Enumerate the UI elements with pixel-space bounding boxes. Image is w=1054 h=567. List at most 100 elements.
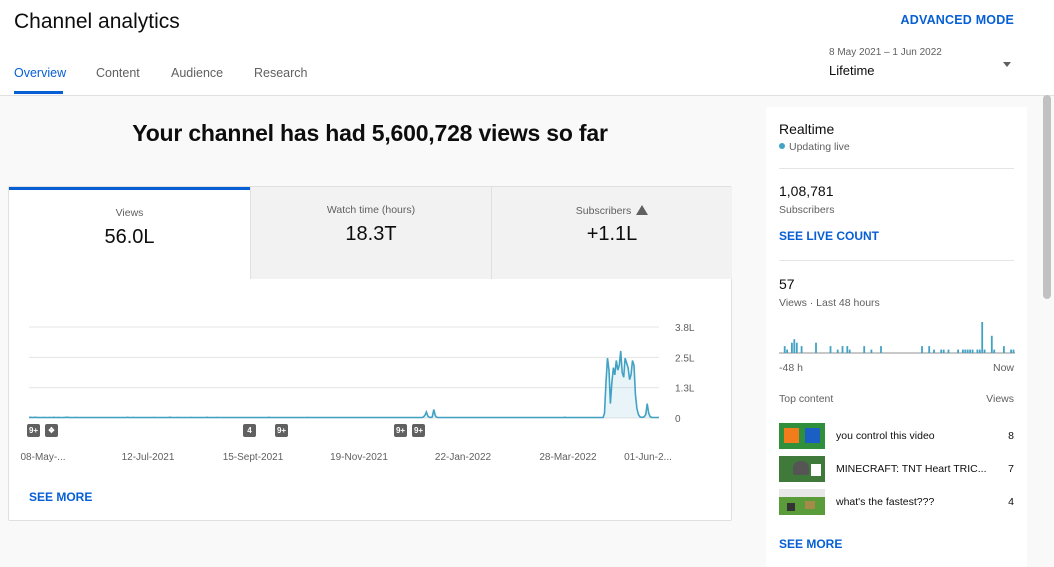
divider — [779, 168, 1014, 169]
tab-research[interactable]: Research — [254, 66, 308, 80]
realtime-bar[interactable] — [921, 346, 923, 353]
thumbnail-block — [787, 503, 795, 511]
advanced-mode-link[interactable]: ADVANCED MODE — [900, 13, 1014, 27]
realtime-bar[interactable] — [983, 349, 986, 353]
realtime-bar[interactable] — [795, 342, 798, 353]
realtime-bar[interactable] — [1010, 349, 1012, 353]
axis-start-label: -48 h — [779, 362, 803, 374]
shorts-icon[interactable]: ❖ — [45, 424, 58, 437]
subscriber-label: Subscribers — [779, 204, 835, 216]
live-status-text: Updating live — [789, 141, 850, 153]
page-header: Channel analytics ADVANCED MODE 8 May 20… — [0, 0, 1054, 96]
video-views: 4 — [1008, 496, 1014, 508]
event-badge[interactable]: 9+ — [412, 424, 425, 437]
realtime-bar[interactable] — [966, 349, 969, 353]
thumbnail-block — [805, 501, 815, 509]
realtime-bar[interactable] — [933, 349, 935, 353]
event-badge[interactable]: 9+ — [27, 424, 40, 437]
thumbnail-block — [805, 428, 820, 443]
realtime-bar[interactable] — [836, 349, 839, 353]
video-thumbnail[interactable] — [779, 423, 825, 449]
tab-content[interactable]: Content — [96, 66, 140, 80]
realtime-bar[interactable] — [940, 349, 943, 353]
y-tick-label: 0 — [675, 414, 681, 425]
metric-watch-time-tab[interactable]: Watch time (hours) 18.3T — [250, 187, 491, 279]
thumbnail-block — [784, 428, 799, 443]
see-live-count-button[interactable]: SEE LIVE COUNT — [779, 229, 880, 243]
see-more-button[interactable]: SEE MORE — [29, 490, 93, 504]
realtime-bar[interactable] — [786, 349, 788, 353]
warning-icon[interactable] — [636, 205, 649, 215]
realtime-bar[interactable] — [800, 346, 803, 353]
video-views: 8 — [1008, 430, 1014, 442]
realtime-bar[interactable] — [841, 346, 844, 353]
realtime-bar[interactable] — [957, 349, 959, 353]
realtime-bar[interactable] — [993, 349, 996, 353]
tab-overview[interactable]: Overview — [14, 66, 67, 80]
realtime-bar[interactable] — [947, 349, 950, 353]
realtime-bar[interactable] — [1003, 346, 1005, 353]
overview-chart-card: Views 56.0L Watch time (hours) 18.3T Sub… — [8, 186, 732, 521]
video-thumbnail[interactable] — [779, 489, 825, 515]
date-range-select[interactable]: Lifetime — [829, 63, 875, 78]
realtime-bar[interactable] — [942, 349, 945, 353]
realtime-bar[interactable] — [791, 342, 793, 353]
heart-icon — [793, 461, 809, 475]
realtime-bar[interactable] — [981, 322, 984, 353]
realtime-bar[interactable] — [978, 349, 981, 353]
event-badge[interactable]: 4 — [243, 424, 256, 437]
page-title: Channel analytics — [14, 10, 180, 33]
metric-label: Views — [115, 207, 144, 219]
realtime-see-more-button[interactable]: SEE MORE — [779, 537, 843, 551]
metric-value: 18.3T — [345, 223, 397, 245]
video-title[interactable]: MINECRAFT: TNT Heart TRIC... — [836, 463, 987, 475]
thumbnail-block — [811, 464, 821, 476]
tab-audience[interactable]: Audience — [171, 66, 224, 80]
realtime-bar[interactable] — [870, 349, 873, 353]
realtime-views-count: 57 — [779, 276, 795, 292]
page-scrollbar[interactable] — [1043, 95, 1051, 299]
realtime-bar[interactable] — [1012, 349, 1015, 353]
metric-subscribers-tab[interactable]: Subscribers +1.1L — [491, 187, 732, 279]
metric-value: +1.1L — [586, 223, 638, 245]
realtime-bar[interactable] — [964, 349, 967, 353]
video-title[interactable]: what's the fastest??? — [836, 496, 935, 508]
metric-label: Subscribers — [492, 204, 732, 217]
realtime-bar[interactable] — [783, 346, 786, 353]
x-tick-label: 12-Jul-2021 — [122, 452, 175, 463]
area-fill — [29, 350, 659, 418]
realtime-bar[interactable] — [846, 346, 849, 353]
realtime-bar[interactable] — [962, 349, 964, 353]
views-headline: Your channel has had 5,600,728 views so … — [132, 120, 608, 146]
realtime-bar[interactable] — [971, 349, 974, 353]
realtime-bar[interactable] — [990, 335, 993, 353]
x-tick-label: 01-Jun-2... — [624, 452, 672, 463]
realtime-bar[interactable] — [863, 346, 866, 353]
x-tick-label: 19-Nov-2021 — [330, 452, 388, 463]
y-tick-label: 1.3L — [675, 384, 695, 395]
realtime-bar[interactable] — [928, 346, 931, 353]
realtime-bar[interactable] — [848, 349, 851, 353]
live-status: Updating live — [779, 141, 850, 153]
x-tick-label: 28-Mar-2022 — [539, 452, 597, 463]
metric-views-tab[interactable]: Views 56.0L — [9, 187, 250, 279]
realtime-bar[interactable] — [829, 346, 832, 353]
x-tick-label: 15-Sept-2021 — [223, 452, 284, 463]
realtime-bar[interactable] — [880, 346, 882, 353]
video-title[interactable]: you control this video — [836, 430, 935, 442]
live-dot-icon — [779, 143, 785, 149]
divider — [779, 260, 1014, 261]
series-line — [28, 350, 659, 419]
y-tick-label: 3.8L — [675, 323, 695, 334]
video-thumbnail[interactable] — [779, 456, 825, 482]
event-badge[interactable]: 9+ — [275, 424, 288, 437]
event-badge[interactable]: 9+ — [394, 424, 407, 437]
realtime-bar[interactable] — [793, 339, 796, 353]
realtime-bar[interactable] — [969, 349, 971, 353]
realtime-bar[interactable] — [815, 342, 817, 353]
chevron-down-icon[interactable] — [1003, 62, 1011, 67]
realtime-bar[interactable] — [976, 349, 979, 353]
y-tick-label: 2.5L — [675, 353, 695, 364]
top-content-views-label: Views — [986, 393, 1014, 405]
x-tick-label: 08-May-... — [20, 452, 65, 463]
